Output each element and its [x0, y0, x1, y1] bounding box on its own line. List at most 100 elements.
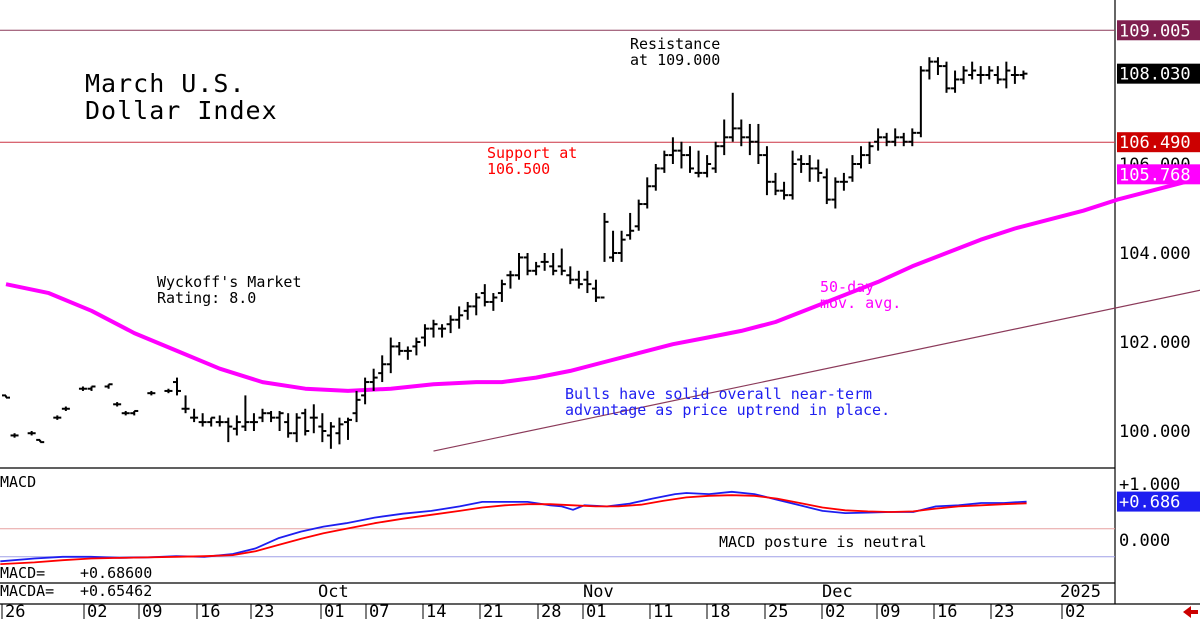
ohlc-bar — [2, 394, 10, 399]
ohlc-bar — [976, 66, 985, 84]
support-annotation-line2: 106.500 — [487, 160, 550, 178]
ohlc-bar — [463, 301, 472, 320]
ohlc-bar — [557, 248, 566, 276]
day-label: 01 — [324, 602, 344, 619]
ohlc-bar — [686, 146, 694, 173]
macd-readout-label: MACD= — [0, 564, 45, 582]
ohlc-bar — [480, 284, 489, 307]
ohlc-bar — [130, 409, 139, 416]
day-label: 23 — [994, 602, 1014, 619]
ohlc-bar — [378, 355, 387, 383]
ohlc-bar — [532, 261, 541, 276]
ohlc-bar — [549, 253, 558, 276]
chart-title: March U.S. — [85, 69, 246, 98]
ohlc-bar — [489, 293, 498, 311]
ohlc-bar — [215, 415, 224, 427]
day-label: 25 — [768, 602, 788, 619]
ohlc-bar — [344, 417, 352, 440]
ohlc-bar — [694, 150, 703, 178]
ohlc-bar — [651, 164, 660, 191]
left-arrow-icon[interactable] — [1183, 606, 1198, 618]
ohlc-bar — [762, 146, 771, 196]
ohlc-bar — [104, 383, 113, 389]
outlook-annotation: Bulls have solid overall near-term — [565, 385, 872, 403]
x-axis: Oct Nov Dec 2025 26 02 09 16 23 01 07 14 21 28 01 11 18 2… — [0, 582, 1200, 619]
day-label: 02 — [87, 602, 107, 619]
ohlc-bar — [805, 155, 814, 182]
day-label: 09 — [880, 602, 900, 619]
ohlc-bar — [814, 159, 823, 182]
ohlc-bar — [352, 390, 361, 423]
ohlc-bar — [429, 319, 438, 338]
price-box-label: 108.030 — [1119, 65, 1191, 85]
ohlc-bar — [643, 177, 652, 209]
ohlc-bar — [335, 417, 344, 445]
ohlc-bar — [677, 141, 686, 169]
resistance-annotation: Resistance — [630, 35, 720, 53]
ohlc-bar — [600, 212, 609, 299]
ohlc-bar — [267, 410, 276, 423]
ohlc-bar — [147, 390, 156, 396]
day-label: 11 — [653, 602, 673, 619]
ohlc-bar — [1019, 70, 1028, 80]
price-tick-label: 100.000 — [1119, 422, 1191, 442]
ohlc-bar — [951, 70, 960, 93]
ohlc-bar — [574, 270, 583, 289]
ohlc-bar — [1010, 66, 1019, 84]
ohlc-bar — [472, 293, 481, 316]
ohlc-bar — [403, 346, 412, 360]
ohlc-bar — [523, 253, 532, 276]
ohlc-bar — [848, 155, 857, 182]
ohlc-bar — [720, 119, 729, 156]
ohlc-bar — [609, 230, 618, 262]
ohlc-bar — [420, 324, 429, 347]
ohlc-bar — [857, 146, 865, 169]
ohlc-bar — [61, 406, 70, 411]
ohlc-bar — [309, 404, 318, 434]
ohlc-bar — [241, 395, 250, 431]
ohlc-bar — [728, 92, 737, 142]
ohlc-bar — [583, 270, 592, 294]
macd-readout-value: +0.65462 — [80, 582, 152, 600]
day-label: 14 — [426, 602, 446, 619]
ohlc-bar — [190, 408, 199, 423]
day-label: 01 — [586, 602, 606, 619]
ohlc-bar — [515, 253, 523, 280]
ohlc-bar — [87, 385, 96, 391]
price-tick-label: 104.000 — [1119, 244, 1191, 264]
trendline — [433, 289, 1200, 452]
day-label: 18 — [710, 602, 730, 619]
moving-average-label: 50-day — [820, 278, 874, 296]
price-box-label: 109.005 — [1119, 21, 1191, 41]
ohlc-bar — [292, 413, 301, 443]
ohlc-bar — [933, 57, 942, 75]
ohlc-bar — [703, 155, 712, 178]
support-annotation: Support at — [487, 144, 577, 162]
ohlc-bar — [326, 422, 335, 449]
macd-series-macda — [0, 494, 1027, 565]
price-panel: 100.000102.000104.000106.000109.005108.0… — [0, 0, 1200, 604]
ohlc-bar — [27, 431, 36, 436]
ohlc-bar — [634, 199, 643, 231]
ohlc-bar — [882, 132, 891, 147]
ohlc-bar — [318, 413, 327, 443]
ohlc-bar — [1002, 61, 1011, 89]
ohlc-bar — [993, 66, 1002, 84]
ohlc-bar — [121, 410, 130, 416]
day-label: 16 — [200, 602, 220, 619]
month-label: Nov — [583, 582, 614, 602]
rating-annotation: Wyckoff's Market — [157, 273, 302, 291]
ohlc-bar — [668, 137, 677, 164]
ohlc-bar — [284, 413, 293, 438]
macd-tick-label: 0.000 — [1119, 531, 1170, 551]
ohlc-bar — [540, 253, 549, 271]
day-label: 02 — [825, 602, 845, 619]
ohlc-bar — [181, 395, 190, 414]
price-box — [1117, 63, 1200, 84]
month-label: 2025 — [1060, 582, 1101, 602]
ohlc-bar — [908, 128, 917, 147]
ohlc-bar — [249, 413, 258, 431]
price-tick-label: 102.000 — [1119, 333, 1191, 353]
price-box-label: 105.768 — [1119, 165, 1191, 185]
